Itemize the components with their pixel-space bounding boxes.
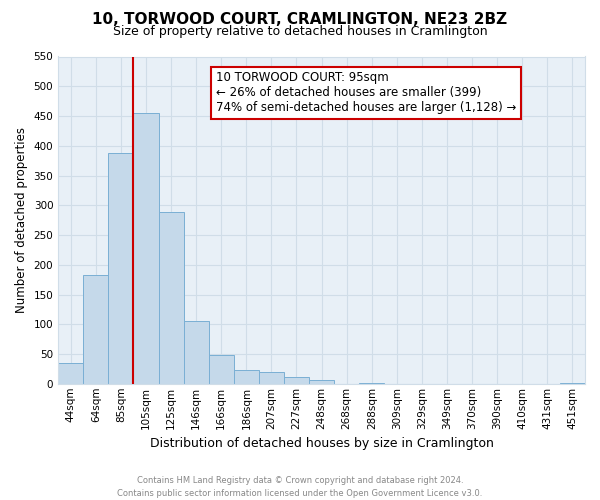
- Bar: [209, 354, 234, 384]
- Text: 10, TORWOOD COURT, CRAMLINGTON, NE23 2BZ: 10, TORWOOD COURT, CRAMLINGTON, NE23 2BZ: [92, 12, 508, 28]
- Bar: [184, 322, 209, 384]
- Bar: [284, 377, 309, 384]
- Text: Size of property relative to detached houses in Cramlington: Size of property relative to detached ho…: [113, 25, 487, 38]
- Bar: [259, 372, 284, 384]
- Bar: [109, 154, 133, 384]
- Bar: [560, 383, 585, 384]
- Bar: [234, 370, 259, 384]
- Y-axis label: Number of detached properties: Number of detached properties: [15, 127, 28, 313]
- Bar: [133, 113, 158, 384]
- Text: 10 TORWOOD COURT: 95sqm
← 26% of detached houses are smaller (399)
74% of semi-d: 10 TORWOOD COURT: 95sqm ← 26% of detache…: [216, 71, 517, 114]
- Bar: [83, 275, 109, 384]
- Bar: [309, 380, 334, 384]
- Text: Contains HM Land Registry data © Crown copyright and database right 2024.
Contai: Contains HM Land Registry data © Crown c…: [118, 476, 482, 498]
- Bar: [158, 212, 184, 384]
- X-axis label: Distribution of detached houses by size in Cramlington: Distribution of detached houses by size …: [149, 437, 494, 450]
- Bar: [359, 383, 385, 384]
- Bar: [58, 363, 83, 384]
